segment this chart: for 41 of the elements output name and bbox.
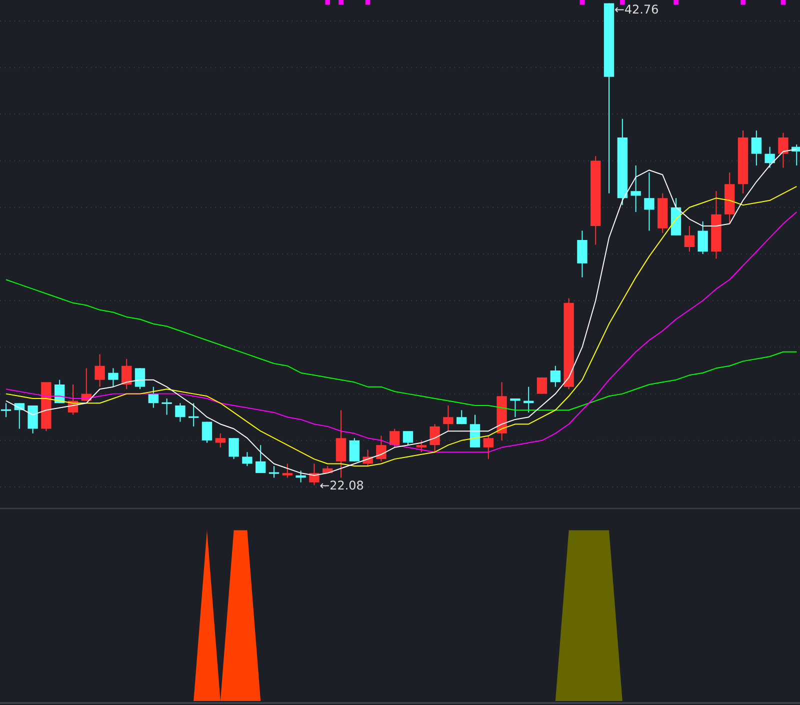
candlestick xyxy=(134,368,146,390)
candlestick xyxy=(416,440,426,453)
candlestick xyxy=(28,404,38,434)
candlestick xyxy=(282,463,292,478)
candlestick xyxy=(698,220,708,254)
candlestick xyxy=(577,230,588,278)
candlestick xyxy=(202,421,212,444)
annotation: ←22.08 xyxy=(320,480,364,490)
candlestick xyxy=(162,398,172,416)
candlestick xyxy=(483,435,494,460)
annotation: ←42.76 xyxy=(615,4,658,14)
candlestick xyxy=(430,424,440,453)
candlestick xyxy=(510,398,520,418)
candlestick xyxy=(644,172,654,232)
candlestick xyxy=(188,402,199,427)
candlestick xyxy=(536,377,548,394)
candlestick xyxy=(256,444,266,474)
candlestick xyxy=(764,146,775,168)
candlestick xyxy=(228,438,239,460)
candlestick xyxy=(443,404,454,432)
candlestick xyxy=(336,410,346,478)
candlestick xyxy=(0,402,12,418)
candlestick xyxy=(456,410,467,425)
candlestick xyxy=(309,463,320,486)
candlestick xyxy=(470,414,480,448)
candlestick xyxy=(778,132,788,168)
candlestick xyxy=(122,358,132,390)
candlestick xyxy=(94,354,105,388)
candlestick xyxy=(108,368,118,388)
candlestick xyxy=(550,365,560,388)
candlestick xyxy=(684,226,695,252)
candlestick xyxy=(349,438,360,462)
candlestick xyxy=(268,466,280,478)
candlestick xyxy=(242,452,252,467)
candlestick xyxy=(215,432,226,448)
candlestick xyxy=(402,430,414,446)
candlestick xyxy=(630,164,641,213)
candlestick xyxy=(376,435,386,462)
candlestick xyxy=(751,130,762,166)
candlestick xyxy=(175,402,186,422)
candlestick xyxy=(390,428,400,448)
